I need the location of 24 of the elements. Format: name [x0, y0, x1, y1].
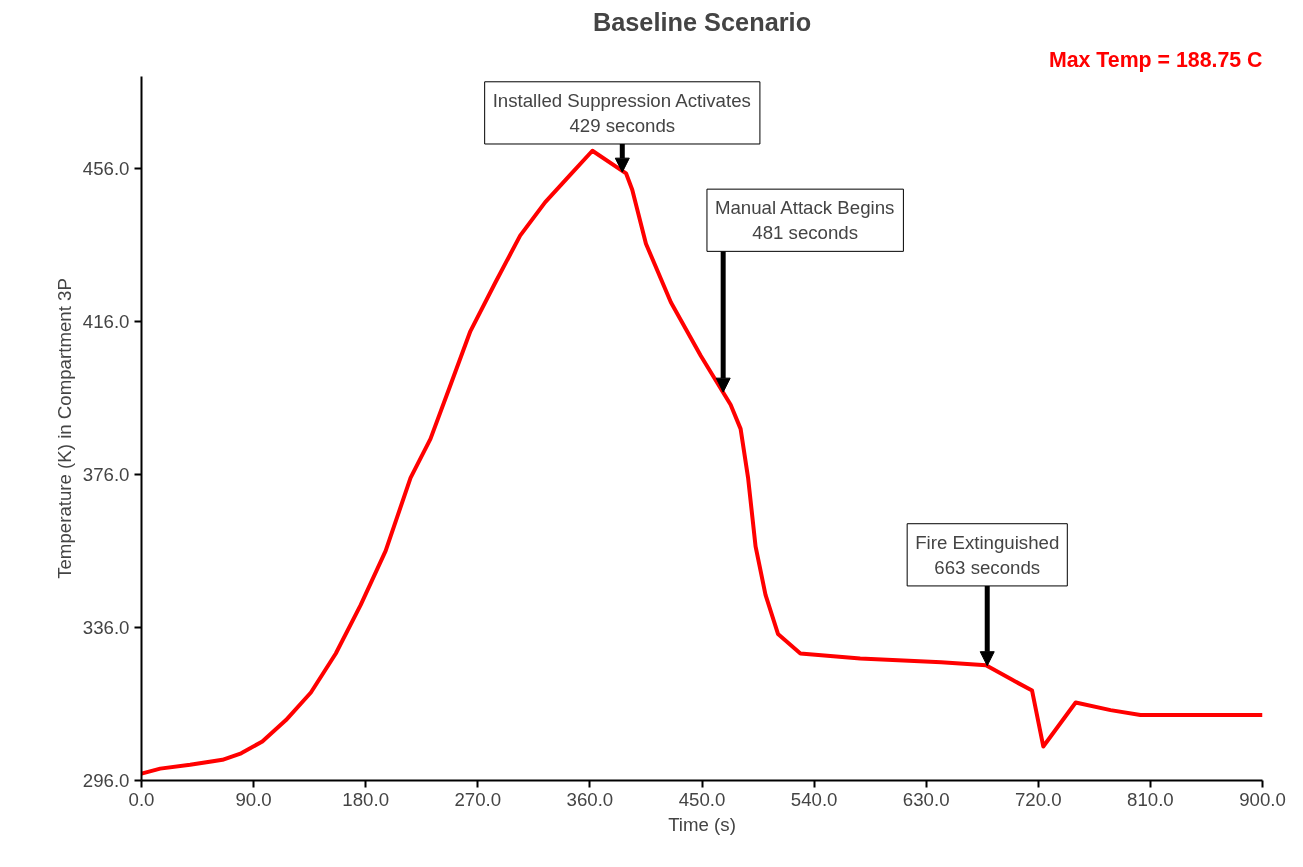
- x-tick-label: 450.0: [678, 788, 726, 810]
- x-tick-label: 90.0: [235, 788, 272, 810]
- x-tick-label: 630.0: [902, 788, 950, 810]
- annotation: Installed Suppression Activates 429 seconds: [492, 89, 751, 136]
- y-tick-label: 416.0: [82, 310, 130, 332]
- y-tick-label: 376.0: [82, 463, 130, 485]
- text: Max Temp = 188.75 C: [1048, 47, 1263, 72]
- x-tick-label: 360.0: [566, 788, 614, 810]
- x-tick-label: 900.0: [1239, 788, 1286, 810]
- x-tick-label: 720.0: [1014, 788, 1062, 810]
- chart-title: Baseline Scenario: [592, 7, 812, 36]
- line-series: [141, 148, 1263, 776]
- y-tick-label: 336.0: [82, 616, 130, 638]
- x-tick-label: 0.0: [128, 788, 155, 810]
- y-axis-title: Temperature (K) in Compartment 3P: [53, 278, 75, 579]
- y-tick-label: 296.0: [82, 770, 130, 791]
- y-tick-label: 456.0: [82, 157, 130, 179]
- annotation: Fire Extinguished 663 seconds: [915, 531, 1060, 578]
- x-tick-label: 270.0: [454, 788, 502, 810]
- x-tick-label: 810.0: [1127, 788, 1174, 810]
- x-tick-label: 180.0: [342, 788, 390, 810]
- annotation: Manual Attack Begins 481 seconds: [714, 197, 895, 244]
- x-tick-label: 540.0: [790, 788, 838, 810]
- x-axis-title: Time (s): [668, 813, 736, 835]
